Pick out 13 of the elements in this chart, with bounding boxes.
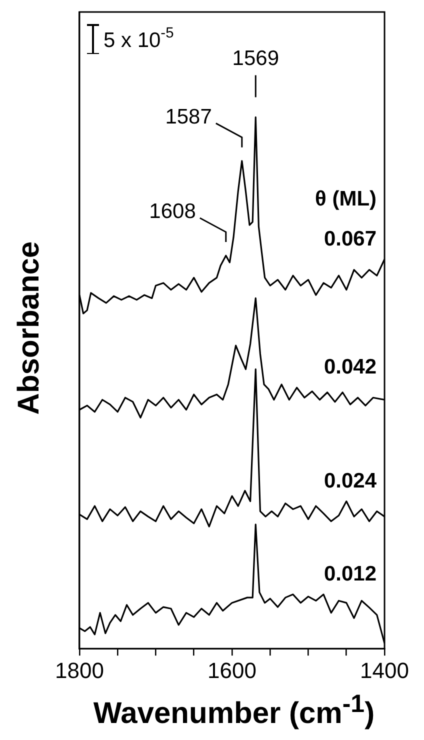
x-tick-label: 1400 [360, 658, 410, 683]
series-label: 0.067 [324, 227, 377, 250]
series-label: 0.024 [324, 469, 377, 492]
annotation: 1608 [149, 200, 196, 224]
annotation: 1587 [165, 105, 212, 128]
x-axis-title: Wavenumber (cm$^{-1}$) [92, 690, 376, 731]
series-label: 0.042 [324, 356, 377, 379]
legend-title: θ (ML) [315, 187, 377, 210]
x-tick-label: 1600 [208, 658, 256, 683]
series-label: 0.012 [324, 562, 377, 586]
annotation: 1569 [232, 47, 279, 70]
y-axis-title: Absorbance [13, 241, 47, 415]
x-tick-label: 1800 [54, 658, 104, 683]
